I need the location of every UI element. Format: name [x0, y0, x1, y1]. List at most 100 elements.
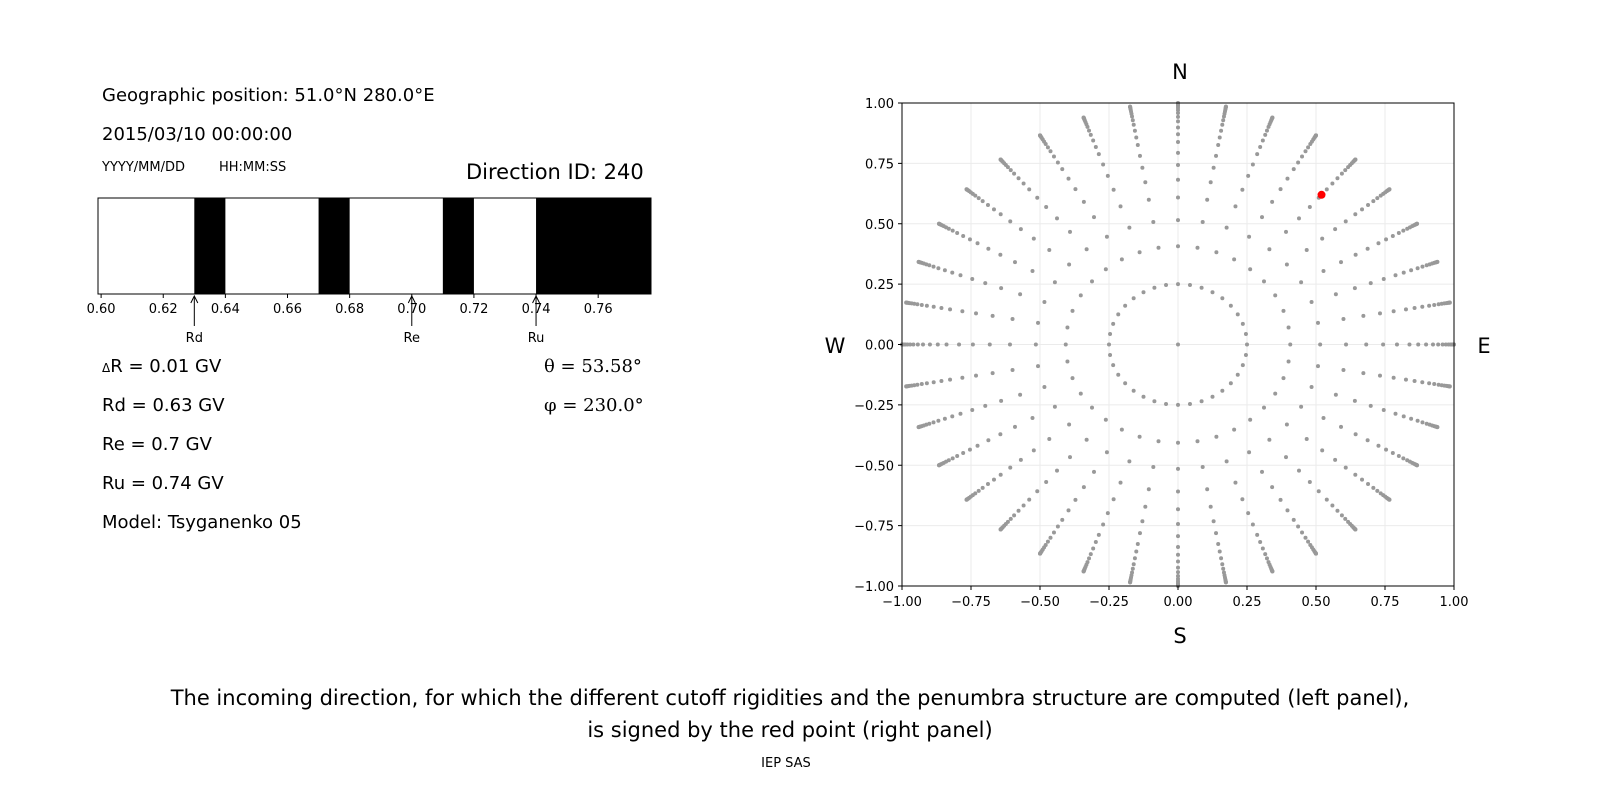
grid-point-ray	[1078, 293, 1083, 298]
grid-point-ray	[1339, 260, 1344, 265]
grid-point-ray	[931, 264, 936, 269]
grid-point-ray	[1401, 228, 1406, 233]
grid-point-ray	[1066, 176, 1071, 181]
grid-point-ring	[1228, 303, 1233, 308]
grid-point-ray	[1285, 508, 1290, 513]
grid-point-ray	[998, 432, 1003, 437]
grid-point-ray	[1042, 385, 1047, 390]
grid-point-ring	[1116, 312, 1121, 317]
x-tick-label: 0.75	[1371, 595, 1400, 610]
grid-point-ray	[1281, 376, 1286, 381]
grid-point-ray	[1091, 546, 1096, 551]
grid-point-ray	[1119, 427, 1124, 432]
grid-point-ray	[1255, 532, 1260, 537]
grid-point-ray	[1216, 143, 1221, 148]
grid-point-ray	[1118, 480, 1123, 485]
grid-point-ray	[1176, 132, 1180, 137]
grid-point-ray	[942, 416, 947, 421]
grid-point-ray	[1339, 424, 1344, 429]
grid-point-ray	[991, 477, 996, 482]
grid-point-ray	[1299, 404, 1304, 409]
grid-point-ray	[1352, 286, 1357, 291]
grid-point-ray	[1044, 205, 1049, 210]
grid-point-ray	[921, 342, 926, 347]
grid-point-ray	[1093, 144, 1098, 149]
grid-point-ring	[1164, 401, 1169, 406]
grid-point-ray	[970, 408, 975, 413]
east-label: E	[1477, 334, 1490, 358]
grid-point-ring	[1123, 381, 1128, 386]
grid-point-ray	[1060, 167, 1065, 172]
grid-point-ray	[1299, 280, 1304, 285]
grid-point-ray	[1073, 187, 1078, 192]
grid-point-ring	[1220, 296, 1225, 301]
grid-point-ray	[1360, 477, 1365, 482]
grid-point-ray	[1387, 187, 1392, 192]
grid-point-ray	[970, 342, 975, 347]
grid-point-ray	[1260, 469, 1265, 474]
grid-point-ray	[1012, 260, 1017, 265]
grid-point-ray	[1093, 540, 1098, 545]
x-tick-label: −1.00	[882, 595, 922, 610]
grid-point-ray	[998, 212, 1003, 217]
y-tick-label: 1.00	[865, 97, 894, 112]
grid-point-ray	[950, 456, 955, 461]
grid-point-ray	[1096, 152, 1101, 157]
grid-point-ray	[1134, 549, 1139, 554]
grid-point-ring	[1187, 283, 1192, 288]
grid-point-ray	[950, 270, 955, 275]
grid-point-ray	[1360, 207, 1365, 212]
grid-point-ray	[1224, 225, 1229, 230]
grid-point-ray	[1027, 497, 1032, 502]
grid-point-ray	[1047, 437, 1052, 441]
grid-point-ray	[1036, 364, 1041, 369]
grid-point-ray	[1195, 245, 1200, 250]
grid-point-ring	[1107, 342, 1111, 347]
grid-point-ray	[1339, 171, 1344, 176]
grid-point-ray	[1104, 450, 1109, 455]
grid-point-ray	[1416, 342, 1421, 347]
grid-point-ray	[1314, 551, 1318, 556]
delta-r: ΔR = 0.01 GV	[102, 356, 221, 377]
grid-point-ray	[1103, 267, 1108, 272]
x-tick-label: 0.76	[584, 302, 613, 317]
grid-point-ray	[1008, 465, 1013, 470]
grid-point-ray	[1088, 552, 1093, 557]
grid-point-ray	[1300, 154, 1305, 159]
grid-point-ray	[1051, 530, 1056, 535]
grid-point-ray	[1393, 273, 1398, 278]
grid-point-ray	[1371, 199, 1376, 204]
grid-point-ray	[1217, 549, 1222, 554]
grid-point-ring	[1210, 394, 1215, 399]
grid-point-ray	[1081, 115, 1086, 120]
grid-point-ray	[1012, 513, 1017, 518]
grid-point-ray	[1221, 566, 1226, 571]
grid-point-ray	[1131, 562, 1136, 567]
grid-point-ray	[1021, 503, 1026, 508]
grid-point-ring	[1187, 401, 1192, 406]
grid-point-ray	[958, 273, 963, 278]
grid-point-ray	[1330, 503, 1335, 508]
forbidden-band	[194, 198, 226, 294]
grid-point-ray	[987, 342, 992, 347]
grid-point-ray	[1403, 307, 1408, 312]
plot-frame	[97, 197, 652, 295]
grid-point-ray	[1008, 516, 1013, 521]
grid-point-ray	[1427, 381, 1432, 386]
marker-arrowhead	[532, 294, 540, 304]
grid-point-ray	[1067, 422, 1072, 427]
rd-value: Rd = 0.63 GV	[102, 395, 225, 416]
grid-point-ray	[1176, 565, 1180, 570]
grid-point-ray	[986, 246, 991, 251]
selected-direction-point	[1317, 190, 1326, 199]
grid-point-ray	[1135, 143, 1140, 148]
grid-point-ray	[1314, 133, 1318, 138]
grid-point-ray	[1084, 247, 1089, 252]
grid-point-ray	[970, 276, 975, 281]
grid-point-ray	[1394, 342, 1399, 347]
grid-point-ray	[1321, 416, 1326, 421]
grid-point-ray	[1432, 302, 1437, 307]
grid-point-ray	[1270, 569, 1275, 574]
grid-point-ray	[1365, 246, 1370, 251]
